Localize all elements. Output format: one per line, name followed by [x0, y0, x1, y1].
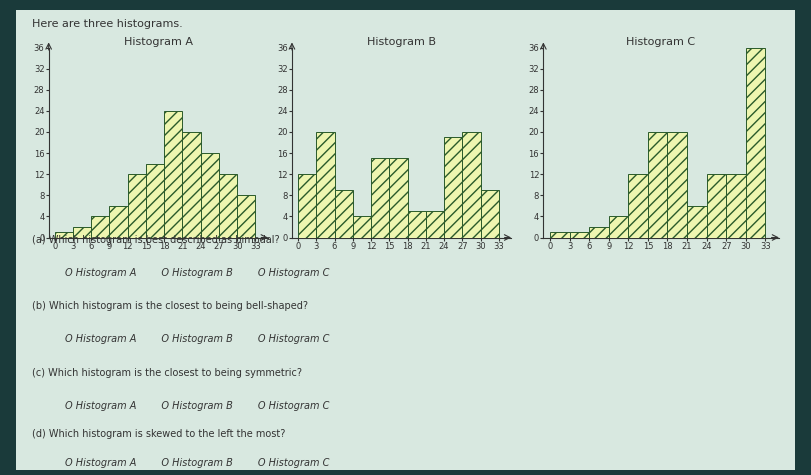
Bar — [200, 153, 219, 238]
Bar — [371, 158, 389, 238]
Title: Histogram C: Histogram C — [626, 37, 696, 47]
Bar — [298, 174, 316, 238]
Bar — [480, 190, 499, 238]
Bar — [407, 211, 426, 238]
Bar — [746, 48, 766, 238]
Text: (c) Which histogram is the closest to being symmetric?: (c) Which histogram is the closest to be… — [32, 368, 303, 378]
Title: Histogram B: Histogram B — [367, 37, 436, 47]
Bar — [127, 174, 146, 238]
Bar — [569, 232, 589, 238]
Text: (b) Which histogram is the closest to being bell-shaped?: (b) Which histogram is the closest to be… — [32, 301, 308, 311]
Bar — [629, 174, 648, 238]
Bar — [219, 174, 237, 238]
Bar — [334, 190, 353, 238]
Bar — [727, 174, 746, 238]
Bar — [54, 232, 73, 238]
Bar — [237, 195, 255, 238]
Bar — [353, 217, 371, 238]
Bar — [609, 217, 629, 238]
Bar — [706, 174, 727, 238]
Bar — [389, 158, 407, 238]
Bar — [91, 217, 109, 238]
Bar — [648, 132, 667, 238]
Bar — [426, 211, 444, 238]
Bar — [73, 227, 91, 238]
Bar — [164, 111, 182, 238]
Text: Here are three histograms.: Here are three histograms. — [32, 19, 183, 29]
Text: O Histogram A        O Histogram B        O Histogram C: O Histogram A O Histogram B O Histogram … — [65, 268, 329, 278]
Bar — [182, 132, 200, 238]
Title: Histogram A: Histogram A — [123, 37, 193, 47]
Bar — [550, 232, 569, 238]
Text: O Histogram A        O Histogram B        O Histogram C: O Histogram A O Histogram B O Histogram … — [65, 334, 329, 344]
Text: O Histogram A        O Histogram B        O Histogram C: O Histogram A O Histogram B O Histogram … — [65, 401, 329, 411]
Bar — [444, 137, 462, 238]
Text: (a) Which histogram is best described as bimodal?: (a) Which histogram is best described as… — [32, 235, 280, 245]
Bar — [589, 227, 609, 238]
Bar — [146, 163, 164, 238]
Bar — [462, 132, 480, 238]
Bar — [667, 132, 687, 238]
Text: O Histogram A        O Histogram B        O Histogram C: O Histogram A O Histogram B O Histogram … — [65, 458, 329, 468]
Bar — [316, 132, 334, 238]
Bar — [687, 206, 706, 238]
Bar — [109, 206, 127, 238]
Text: (d) Which histogram is skewed to the left the most?: (d) Which histogram is skewed to the lef… — [32, 429, 285, 439]
